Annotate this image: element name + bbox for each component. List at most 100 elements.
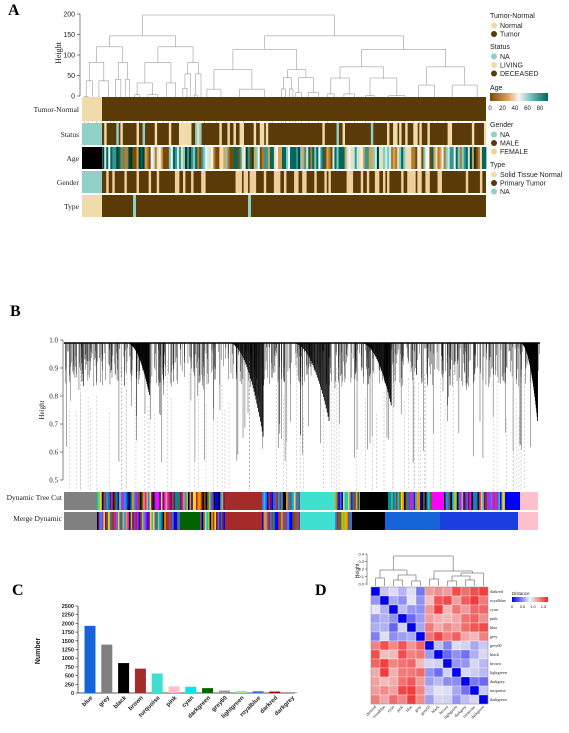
panel-d-legend-title: Distance xyxy=(512,591,530,596)
panel-c-ylabel: Number xyxy=(35,638,42,665)
legend-age-tick: 80 xyxy=(537,106,544,112)
panel-d-col-label: grey60 xyxy=(419,704,431,716)
panel-c: 0 250 500 750 1000 1250 1500 1750 2000 2250 2500 N… xyxy=(35,604,298,720)
legend-type-title: Type xyxy=(490,162,505,169)
legend-type-label: Solid Tissue Normal xyxy=(500,172,563,179)
panel-c-xtick-label: pink xyxy=(165,695,178,708)
legend-type-swatch xyxy=(491,188,497,195)
panel-d-row-label: cyan xyxy=(490,607,499,612)
panel-c-ytick-label: 1750 xyxy=(62,630,74,636)
panel-c-ytick-label: 250 xyxy=(65,682,74,688)
legend-gender-swatch xyxy=(491,140,497,146)
panel-b-y-axis: 1.0 0.9 0.8 0.7 0.6 0.5 xyxy=(49,337,64,485)
panel-c-bars xyxy=(84,625,298,693)
panel-d-row-label: turquoise xyxy=(490,688,506,693)
legend-tumor-normal-swatch xyxy=(491,22,497,29)
legend-tumor-normal-swatch xyxy=(491,31,497,37)
panel-d-ytick-label: 0.1 xyxy=(358,574,364,579)
panel-d-col-label: grey xyxy=(413,704,422,713)
panel-d-ytick-label: 0.3 xyxy=(358,559,364,564)
bar-darkgreen xyxy=(202,688,214,693)
legend-gender-swatch xyxy=(491,148,497,155)
legend-age-tick: 40 xyxy=(512,106,519,112)
legend-age-colorbar xyxy=(490,93,548,101)
legend-gender-swatch xyxy=(491,131,497,138)
panel-d-row-label: darkred xyxy=(490,589,504,594)
panel-b-module-color-tracks xyxy=(64,492,538,530)
panel-d: Height 0.4 0.3 0.2 0.1 0.0 darkred royalblue c… xyxy=(355,552,548,720)
bar-brown xyxy=(134,668,146,693)
legend-age-tick: 60 xyxy=(524,106,531,112)
bar-blue xyxy=(84,625,96,693)
panel-a-ytick-label: 50 xyxy=(67,73,75,80)
panel-c-ytick-label: 500 xyxy=(65,674,74,680)
panel-b-ytick-label: 0.8 xyxy=(49,393,58,401)
panel-d-ytick-label: 0.0 xyxy=(358,582,364,587)
panel-d-legend-tick: 1.5 xyxy=(541,604,547,609)
panel-b-ytick-label: 1.0 xyxy=(49,337,58,345)
panel-b-ylabel: Height xyxy=(38,400,46,419)
bar-grey60 xyxy=(218,690,230,693)
legend-type-label: Primary Tumor xyxy=(500,181,547,188)
bar-lightgreen xyxy=(235,691,247,693)
panel-a-y-axis: 0 50 100 150 200 xyxy=(63,12,81,101)
panel-c-ytick-label: 750 xyxy=(65,665,74,671)
panel-a-row-label: Type xyxy=(64,202,80,211)
panel-d-dendrogram xyxy=(375,555,484,586)
panel-c-ytick-label: 2000 xyxy=(62,621,74,627)
panel-d-row-label: lightgreen xyxy=(490,670,508,675)
panel-b-ytick-label: 0.6 xyxy=(49,449,58,457)
legend-tumor-normal-title: Tumor-Normal xyxy=(490,13,535,20)
panel-d-col-label: black xyxy=(430,704,441,715)
panel-d-y-axis: 0.4 0.3 0.2 0.1 0.0 xyxy=(358,552,368,587)
panel-b-ytick-label: 0.5 xyxy=(49,477,58,485)
panel-d-heatmap xyxy=(370,586,489,705)
panel-c-y-axis: 0 250 500 750 1000 1250 1500 1750 2000 2250 2500 xyxy=(62,604,295,697)
panel-c-ytick-label: 1000 xyxy=(62,656,74,662)
panel-a-ytick-label: 200 xyxy=(63,12,75,19)
panel-c-ytick-label: 0 xyxy=(71,691,74,697)
panel-d-col-label: pink xyxy=(395,704,404,713)
panel-b: 1.0 0.9 0.8 0.7 0.6 0.5 Height Dynamic Tree C… xyxy=(7,337,540,530)
legend-status-label: NA xyxy=(500,54,510,61)
legend-age-title: Age xyxy=(490,85,503,92)
legend-status-label: DECEASED xyxy=(500,71,539,78)
legend-type-label: NA xyxy=(500,189,510,196)
panel-d-row-labels: darkred royalblue cyan pink blue grey grey60 bl… xyxy=(490,589,508,702)
legend-gender-title: Gender xyxy=(490,122,514,129)
bar-turquoise xyxy=(151,673,163,693)
panel-a-ytick-label: 100 xyxy=(63,53,75,60)
panel-letter-d: D xyxy=(315,582,327,599)
panel-b-row-label-dynamic: Dynamic Tree Cut xyxy=(7,493,63,502)
legend-status-swatch xyxy=(491,62,497,68)
legend-tumor-normal-label: Tumor xyxy=(500,32,521,39)
panel-d-ytick-label: 0.2 xyxy=(358,567,364,572)
legend-status-swatch xyxy=(491,70,497,77)
panel-c-xtick-label: blue xyxy=(81,695,94,708)
panel-d-row-label: darkgreen xyxy=(490,697,508,702)
bar-darkred xyxy=(269,691,281,693)
legend-status-title: Status xyxy=(490,44,510,51)
panel-d-legend-colorbar xyxy=(512,597,548,602)
panel-d-col-label: cyan xyxy=(386,704,396,714)
bar-black xyxy=(118,663,130,693)
panel-b-dendrogram xyxy=(64,342,540,490)
legend-gender-label: MALE xyxy=(500,141,519,148)
panel-c-ytick-label: 2250 xyxy=(62,613,74,619)
panel-a-row-label: Gender xyxy=(57,178,80,187)
panel-d-legend-tick: 1.0 xyxy=(530,604,536,609)
panel-a-ylabel: Height xyxy=(54,41,63,64)
panel-d-col-label: blue xyxy=(405,704,414,713)
legend-status-swatch xyxy=(491,53,497,60)
bar-pink xyxy=(168,686,180,693)
legend-type-swatch xyxy=(491,171,497,178)
legend-type-swatch xyxy=(491,180,497,186)
bar-darkgrey xyxy=(286,691,298,693)
panel-a-annotation-tracks xyxy=(82,97,487,217)
panel-d-row-label: royalblue xyxy=(490,598,506,603)
panel-d-legend-tick: 0 xyxy=(511,604,514,609)
panel-b-ytick-label: 0.7 xyxy=(49,421,58,429)
